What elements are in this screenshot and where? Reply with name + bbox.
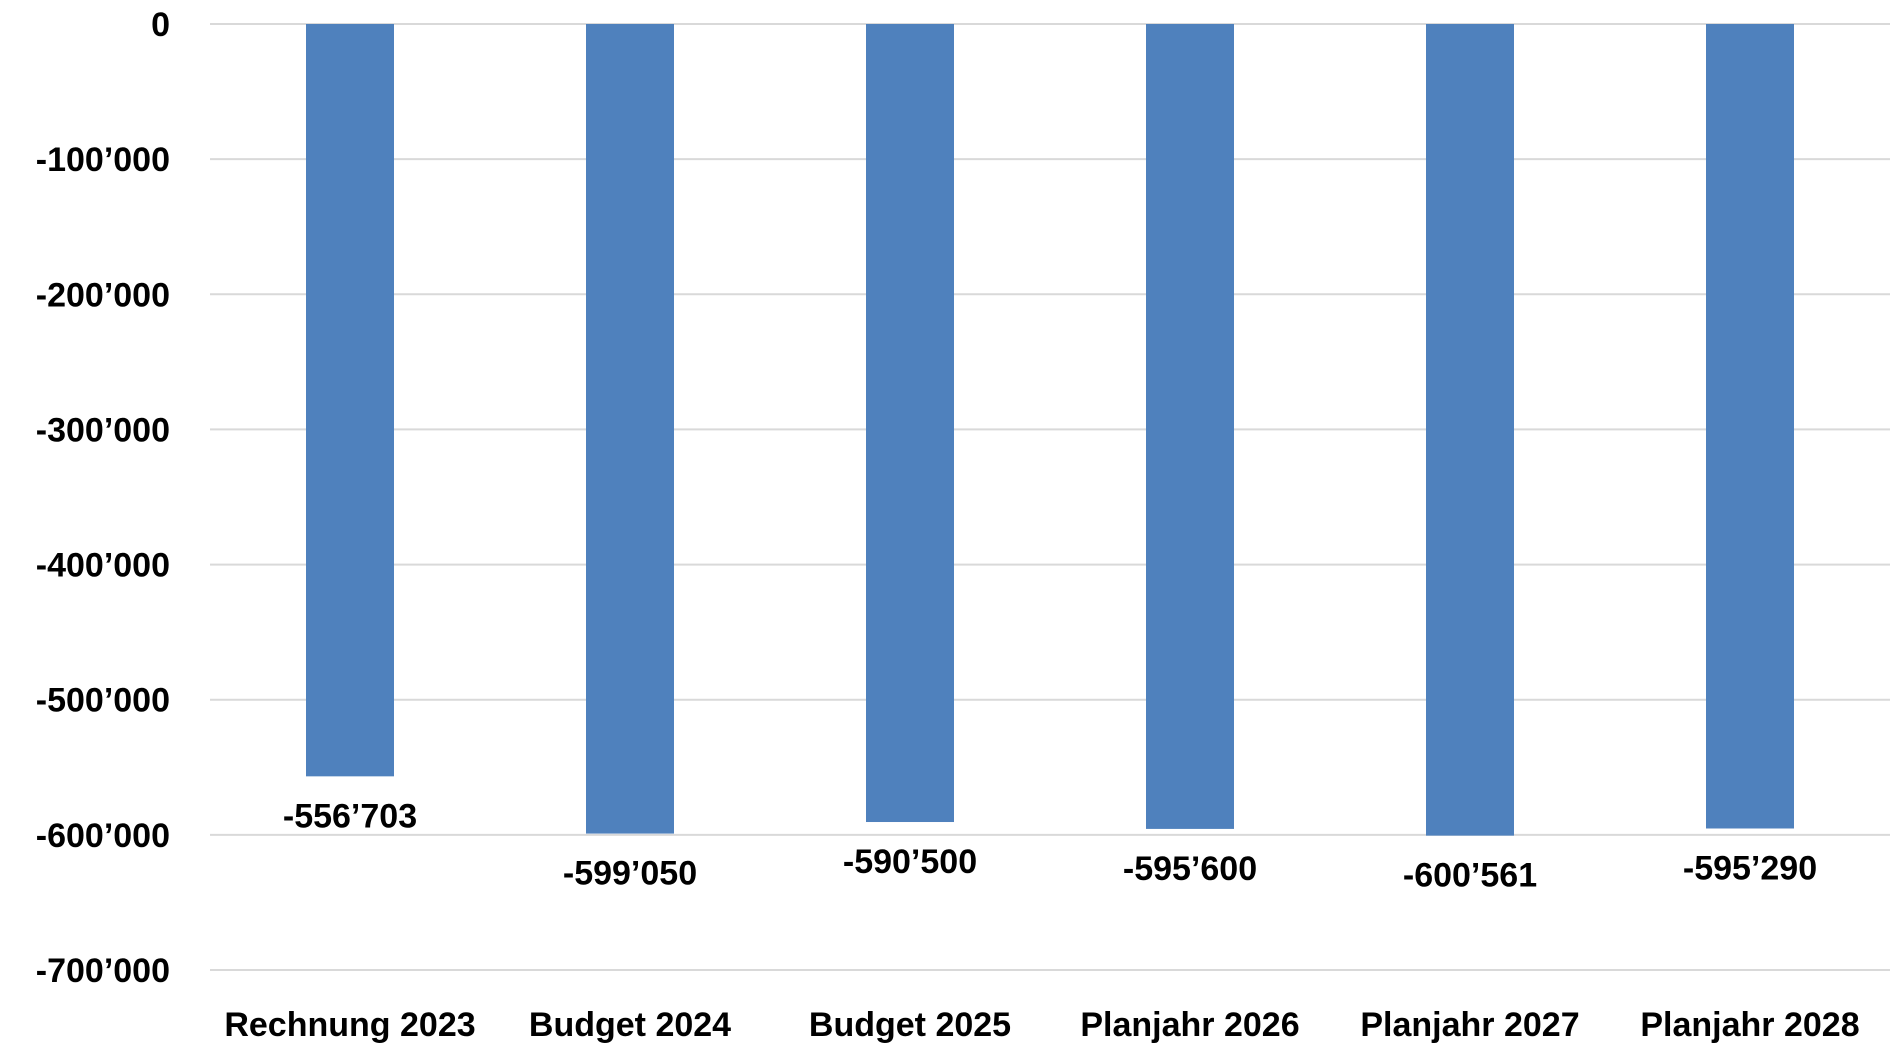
y-tick-label: -300’000 bbox=[36, 411, 170, 449]
y-tick-label: -700’000 bbox=[36, 952, 170, 990]
x-tick-label: Budget 2025 bbox=[809, 1006, 1011, 1044]
y-axis-tick-labels: 0 -100’000 -200’000 -300’000 -400’000 -500’00… bbox=[36, 6, 170, 990]
bar bbox=[306, 24, 394, 777]
x-tick-label: Planjahr 2026 bbox=[1080, 1006, 1299, 1044]
x-tick-label: Budget 2024 bbox=[529, 1006, 731, 1044]
y-tick-label: -200’000 bbox=[36, 276, 170, 314]
x-tick-label: Planjahr 2027 bbox=[1360, 1006, 1579, 1044]
bar bbox=[586, 24, 674, 834]
bar bbox=[1146, 24, 1234, 829]
x-axis-tick-labels: Rechnung 2023 Budget 2024 Budget 2025 Planj… bbox=[224, 1006, 1859, 1044]
gridlines bbox=[210, 23, 1890, 971]
data-label: -599’050 bbox=[563, 855, 697, 893]
bars bbox=[306, 24, 1794, 836]
x-tick-label: Rechnung 2023 bbox=[224, 1006, 475, 1044]
bar bbox=[866, 24, 954, 823]
bar bbox=[1706, 24, 1794, 829]
data-label: -600’561 bbox=[1403, 857, 1537, 895]
y-tick-label: -500’000 bbox=[36, 682, 170, 720]
data-labels: -556’703 -599’050 -590’500 -595’600 -600’561… bbox=[283, 797, 1817, 894]
y-tick-label: -600’000 bbox=[36, 817, 170, 855]
data-label: -595’290 bbox=[1683, 849, 1817, 887]
y-tick-label: -100’000 bbox=[36, 141, 170, 179]
y-tick-label: -400’000 bbox=[36, 547, 170, 585]
bar bbox=[1426, 24, 1514, 836]
data-label: -590’500 bbox=[843, 843, 977, 881]
x-tick-label: Planjahr 2028 bbox=[1640, 1006, 1859, 1044]
data-label: -595’600 bbox=[1123, 850, 1257, 888]
data-label: -556’703 bbox=[283, 797, 417, 835]
y-tick-label: 0 bbox=[151, 6, 170, 44]
